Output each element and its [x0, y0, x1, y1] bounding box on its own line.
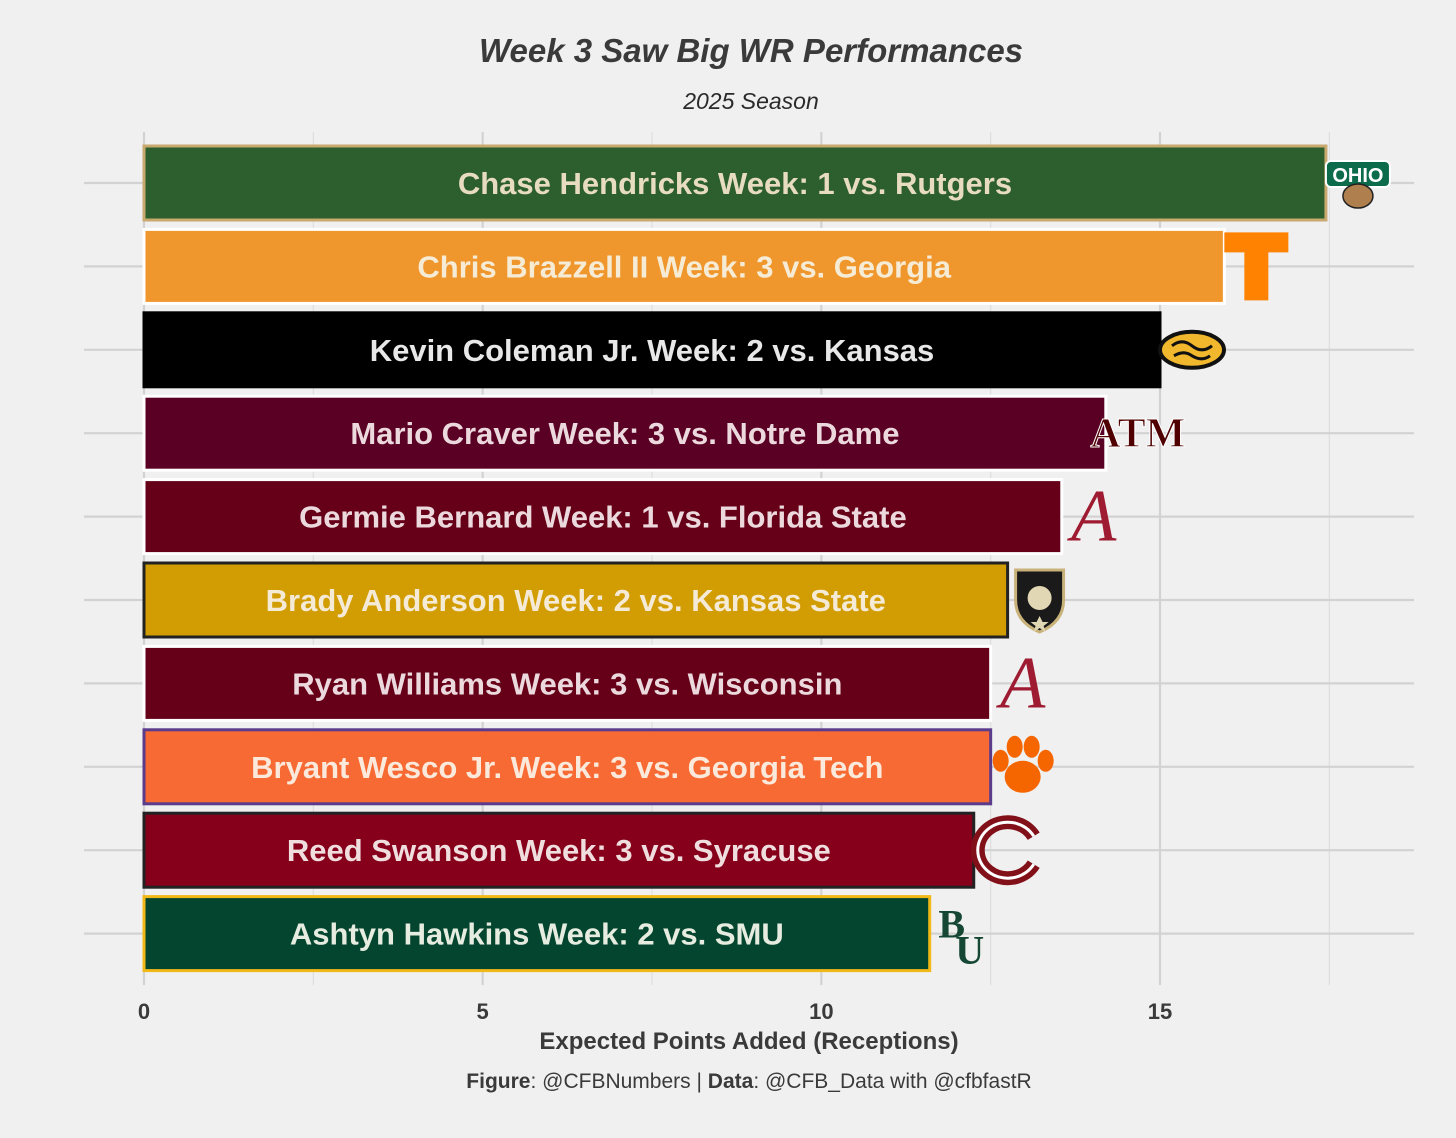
ohio-bobcats-logo: OHIO	[1324, 160, 1391, 209]
bar	[142, 311, 1162, 389]
bar-label: Germie Bernard Week: 1 vs. Florida State	[299, 500, 907, 535]
caption-data-label: Data	[707, 1070, 754, 1093]
bar	[142, 144, 1328, 222]
x-axis-ticks: 0 5 10 15	[138, 999, 1172, 1024]
bar	[142, 561, 1010, 639]
bar	[142, 728, 993, 806]
bar-label: Chris Brazzell II Week: 3 vs. Georgia	[417, 249, 951, 284]
clemson-paw-logo	[992, 735, 1054, 793]
bar-label: Kevin Coleman Jr. Week: 2 vs. Kansas	[370, 333, 935, 368]
bar-label: Brady Anderson Week: 2 vs. Kansas State	[266, 583, 886, 618]
bar-label: Ashtyn Hawkins Week: 2 vs. SMU	[290, 917, 784, 952]
caption-data-value: : @CFB_Data with @cfbfastR	[753, 1070, 1032, 1093]
caption-figure-label: Figure	[466, 1070, 531, 1093]
x-tick-label: 0	[138, 999, 150, 1024]
x-axis-label: Expected Points Added (Receptions)	[539, 1028, 959, 1055]
bar-label: Ryan Williams Week: 3 vs. Wisconsin	[292, 666, 842, 701]
team-logos: OHIO ATM A A BU	[938, 160, 1391, 973]
svg-text:A: A	[995, 642, 1046, 724]
bar	[142, 644, 993, 722]
svg-text:U: U	[955, 928, 984, 973]
texas-am-logo: ATM	[1090, 411, 1186, 458]
bar-label: Mario Craver Week: 3 vs. Notre Dame	[350, 416, 899, 451]
bar	[142, 811, 976, 889]
bar	[142, 394, 1108, 472]
bar-labels: Chase Hendricks Week: 1 vs. Rutgers Chris…	[251, 166, 1012, 952]
army-knight-logo	[1014, 568, 1066, 634]
svg-text:OHIO: OHIO	[1332, 165, 1383, 187]
bar-label: Chase Hendricks Week: 1 vs. Rutgers	[458, 166, 1012, 201]
x-tick-label: 10	[809, 999, 833, 1024]
figure-caption: Figure: @CFBNumbers | Data: @CFB_Data wi…	[0, 1070, 1456, 1094]
chart-subtitle: 2025 Season	[683, 88, 819, 114]
baylor-bu-logo: BU	[938, 902, 984, 973]
bars	[142, 144, 1328, 973]
svg-text:ATM: ATM	[1090, 411, 1185, 457]
x-tick-label: 5	[477, 999, 489, 1024]
colgate-c-logo	[970, 815, 1040, 886]
caption-figure-value: : @CFBNumbers |	[530, 1070, 708, 1093]
bar	[142, 895, 932, 973]
tennessee-power-t-logo	[1224, 232, 1289, 301]
bar-label: Reed Swanson Week: 3 vs. Syracuse	[287, 833, 831, 868]
x-tick-label: 15	[1148, 999, 1172, 1024]
svg-text:A: A	[1066, 476, 1117, 558]
alabama-a-logo: A	[995, 642, 1046, 724]
bar	[142, 227, 1226, 305]
bar	[142, 478, 1064, 556]
bar-label: Bryant Wesco Jr. Week: 3 vs. Georgia Tec…	[251, 750, 883, 785]
chart-title: Week 3 Saw Big WR Performances	[478, 32, 1024, 69]
alabama-a-logo: A	[1066, 476, 1117, 558]
missouri-tiger-logo	[1158, 329, 1226, 370]
svg-text:B: B	[938, 902, 965, 947]
